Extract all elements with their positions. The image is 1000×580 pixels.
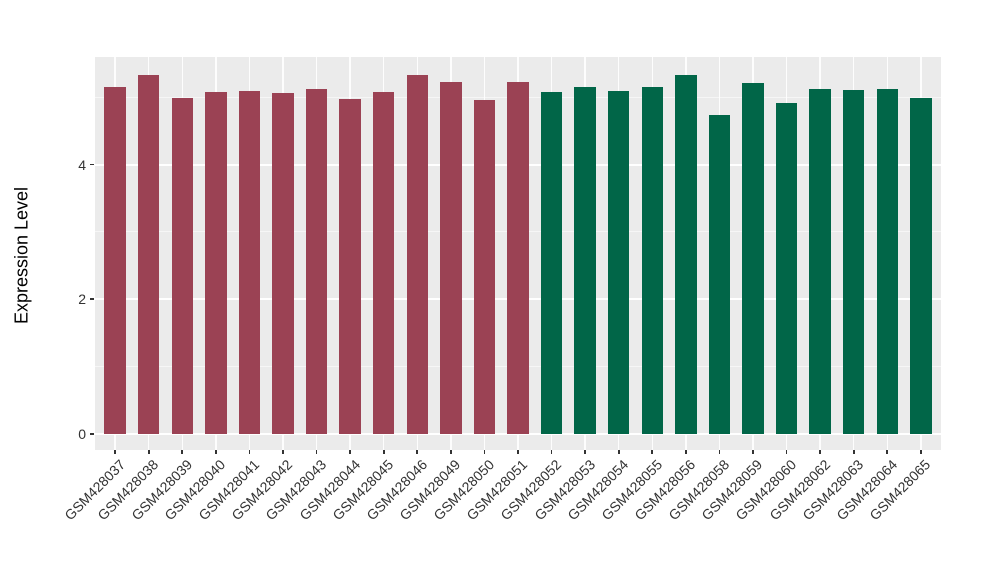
x-tick-mark [315,450,318,454]
x-tick-mark [416,450,419,454]
x-tick-mark [685,450,687,454]
y-tick-label: 4 [78,156,86,173]
x-tick-mark [718,450,721,454]
bar-GSM428046 [406,74,429,434]
bar-GSM428042 [272,93,294,434]
y-tick-mark [90,163,94,166]
bar-GSM428049 [440,81,462,434]
y-axis-title: Expression Level [11,186,32,325]
bar-GSM428043 [305,89,328,434]
x-tick-mark [651,450,654,454]
x-tick-mark [852,450,855,454]
x-tick-mark [181,450,184,454]
y-tick-label: 0 [78,425,86,442]
bar-GSM428039 [171,98,194,434]
x-tick-mark [920,450,922,454]
bar-GSM428060 [775,103,798,434]
bar-GSM428038 [137,75,160,434]
x-tick-mark [114,450,116,454]
bar-GSM428059 [742,82,764,434]
bar-GSM428050 [473,100,496,434]
x-tick-mark [282,450,284,454]
bar-GSM428041 [238,91,261,434]
bar-GSM428062 [809,89,831,434]
x-tick-mark [617,450,620,454]
plot-panel [95,57,941,450]
bar-GSM428055 [641,86,664,434]
x-tick-mark [752,450,754,454]
x-tick-mark [349,450,351,454]
bar-GSM428051 [507,81,529,434]
bar-GSM428037 [104,87,126,434]
bar-GSM428044 [339,98,361,434]
x-tick-mark [450,450,452,454]
bar-GSM428064 [876,89,899,434]
bar-GSM428063 [842,89,865,434]
x-tick-mark [382,450,385,454]
x-tick-mark [584,450,586,454]
x-tick-mark [215,450,217,454]
y-tick-mark [90,433,94,435]
x-tick-mark [785,450,788,454]
bar-GSM428065 [910,98,932,434]
x-tick-mark [886,450,889,454]
x-tick-mark [147,450,150,454]
bar-GSM428053 [574,86,596,434]
bar-GSM428040 [205,92,227,434]
bar-GSM428054 [607,91,630,434]
bar-GSM428056 [675,74,697,434]
x-tick-mark [550,450,553,454]
x-tick-mark [819,450,821,454]
x-tick-mark [517,450,519,454]
y-tick-label: 2 [78,291,86,308]
x-tick-mark [248,450,251,454]
major-gridline [95,432,941,435]
bar-GSM428058 [708,114,731,434]
bar-GSM428052 [540,92,563,434]
bar-GSM428045 [372,92,395,434]
x-tick-mark [483,450,486,454]
y-tick-mark [90,298,94,301]
